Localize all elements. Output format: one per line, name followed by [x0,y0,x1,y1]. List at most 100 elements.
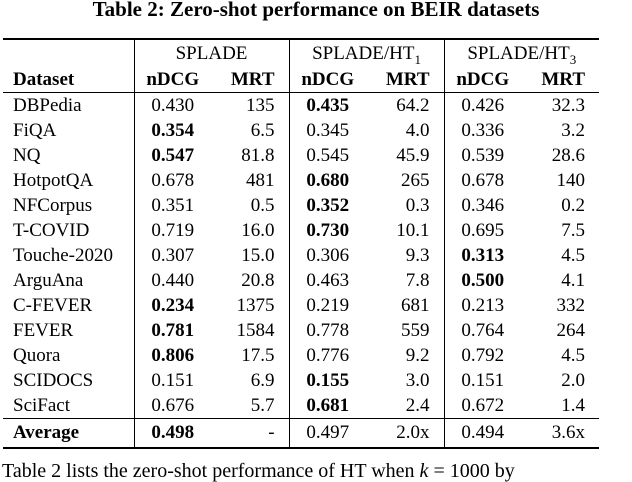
ndcg-value: 0.498 [133,418,211,449]
ndcg-value: 0.336 [443,118,522,143]
mrt-value: 681 [401,295,430,316]
ndcg-value: 0.764 [443,318,522,343]
mrt-value: 32.3 [551,95,586,116]
table-row: C-FEVER 0.234 1375 0.219 681 0.213 332 [3,293,599,318]
ndcg-value: 0.213 [443,293,522,318]
caption-math-k: k [419,460,429,482]
mrt-value: 135 [246,95,275,116]
mrt-value: 4.1 [561,270,586,291]
dataset-name: SCIDOCS [13,370,94,391]
mrt-value: 6.9 [250,370,275,391]
ndcg-value: 0.219 [288,293,367,318]
ndcg-value: 0.545 [288,143,367,168]
table-row: SciFact 0.676 5.7 0.681 2.4 0.672 1.4 [3,393,599,419]
mrt-value: 559 [401,320,430,341]
dataset-name: NQ [13,145,41,166]
table-row: DBPedia 0.430 135 0.435 64.2 0.426 32.3 [3,92,599,118]
ndcg-value: 0.778 [288,318,367,343]
mrt-value: 2.0x [366,418,445,449]
ndcg-value: 0.776 [288,343,367,368]
ndcg-value: 0.352 [288,193,367,218]
ndcg-value: 0.678 [443,168,522,193]
table-row: FiQA 0.354 6.5 0.345 4.0 0.336 3.2 [3,118,599,143]
mrt-value: 10.1 [396,220,430,241]
table-row: Quora 0.806 17.5 0.776 9.2 0.792 4.5 [3,343,599,368]
dataset-name: NFCorpus [13,195,93,216]
mrt-value: 4.0 [405,120,430,141]
group-header-splade-ht1: SPLADE/HT1 [288,38,445,66]
caption-text-after: = 1000 by [428,460,515,482]
table-row: HotpotQA 0.678 481 0.680 265 0.678 140 [3,168,599,193]
mrt-value: 45.9 [396,145,430,166]
mrt-column-header: MRT [211,66,290,93]
mrt-value: 1375 [236,295,275,316]
dataset-name: Touche-2020 [13,245,113,266]
ndcg-value: 0.155 [288,368,367,393]
mrt-value: 0.5 [250,195,275,216]
ndcg-value: 0.440 [133,268,211,293]
mrt-value: 5.7 [250,395,275,416]
dataset-name: ArguAna [13,270,84,291]
mrt-value: 16.0 [241,220,275,241]
mrt-value: 0.2 [561,195,586,216]
dataset-name: FEVER [13,320,74,341]
table-row: Touche-2020 0.307 15.0 0.306 9.3 0.313 4.5 [3,243,599,268]
ndcg-value: 0.781 [133,318,211,343]
mrt-value: 3.6x [521,418,600,449]
mrt-value: 4.5 [561,345,586,366]
ndcg-value: 0.354 [133,118,211,143]
ndcg-value: 0.435 [288,92,367,118]
ndcg-value: 0.719 [133,218,211,243]
mrt-value: 9.2 [405,345,430,366]
mrt-column-header: MRT [366,66,445,93]
ndcg-value: 0.494 [443,418,522,449]
table-row: FEVER 0.781 1584 0.778 559 0.764 264 [3,318,599,343]
mrt-value: 28.6 [551,145,586,166]
ndcg-value: 0.678 [133,168,211,193]
mrt-value: 7.5 [561,220,586,241]
table-row: T-COVID 0.719 16.0 0.730 10.1 0.695 7.5 [3,218,599,243]
ndcg-value: 0.345 [288,118,367,143]
mrt-value: 15.0 [241,245,275,266]
mrt-value: 2.4 [405,395,430,416]
group-header-splade: SPLADE [133,38,290,66]
dataset-name: Quora [13,345,61,366]
mrt-value: 1584 [236,320,275,341]
ndcg-value: 0.730 [288,218,367,243]
mrt-value: 1.4 [561,395,586,416]
ndcg-value: 0.307 [133,243,211,268]
group-label: SPLADE/HT [312,42,415,64]
dataset-name: C-FEVER [13,295,93,316]
ndcg-value: 0.500 [443,268,522,293]
ndcg-value: 0.680 [288,168,367,193]
group-header-splade-ht3: SPLADE/HT3 [443,38,600,66]
ndcg-value: 0.547 [133,143,211,168]
dataset-name: T-COVID [13,220,90,241]
group-label: SPLADE/HT [467,42,570,64]
dataset-name: HotpotQA [13,170,94,191]
table-row: SCIDOCS 0.151 6.9 0.155 3.0 0.151 2.0 [3,368,599,393]
mrt-value: 3.0 [405,370,430,391]
mrt-value: 64.2 [396,95,430,116]
ndcg-value: 0.426 [443,92,522,118]
table-title: Table 2: Zero-shot performance on BEIR d… [92,0,540,21]
ndcg-value: 0.539 [443,143,522,168]
table-row: ArguAna 0.440 20.8 0.463 7.8 0.500 4.1 [3,268,599,293]
mrt-column-header: MRT [521,66,600,93]
mrt-value: 9.3 [405,245,430,266]
ndcg-column-header: nDCG [288,66,367,93]
mrt-value: 81.8 [241,145,275,166]
ndcg-column-header: nDCG [443,66,522,93]
mrt-value: 4.5 [561,245,586,266]
ndcg-value: 0.695 [443,218,522,243]
mrt-value: 332 [556,295,586,316]
group-header-empty [3,38,134,66]
dataset-column-header: Dataset [3,66,134,93]
mrt-value: 7.8 [405,270,430,291]
mrt-value: 140 [556,170,586,191]
ndcg-value: 0.681 [288,393,367,419]
mrt-value: 264 [556,320,586,341]
mrt-value: - [211,418,290,449]
mrt-value: 2.0 [561,370,586,391]
